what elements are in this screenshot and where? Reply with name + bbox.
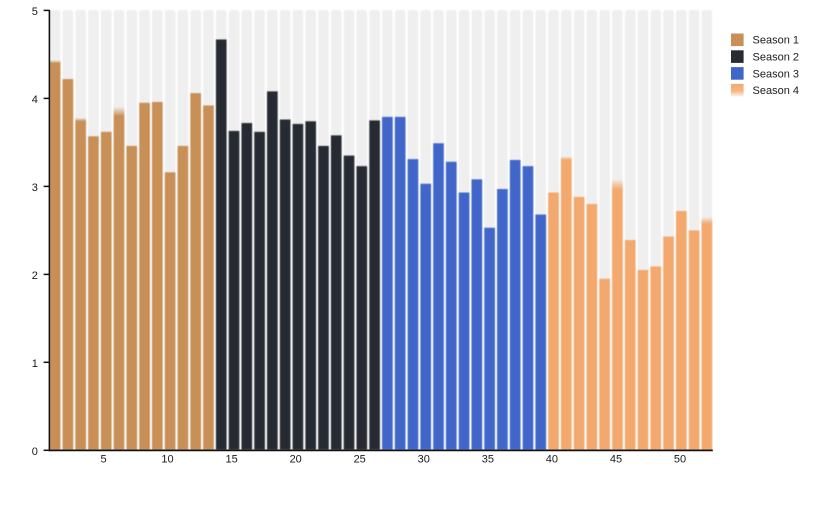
svg-text:5: 5 [100, 454, 106, 466]
svg-text:25: 25 [354, 454, 366, 466]
svg-text:15: 15 [225, 454, 237, 466]
svg-text:5: 5 [32, 6, 38, 18]
svg-text:30: 30 [418, 454, 430, 466]
svg-text:50: 50 [674, 454, 686, 466]
svg-text:4: 4 [32, 94, 38, 106]
svg-text:10: 10 [161, 454, 173, 466]
svg-text:3: 3 [32, 182, 38, 194]
svg-text:40: 40 [546, 454, 558, 466]
svg-text:Season 1: Season 1 [753, 35, 799, 47]
svg-text:45: 45 [610, 454, 622, 466]
svg-text:0: 0 [32, 446, 38, 458]
svg-text:Season 4: Season 4 [753, 85, 799, 97]
svg-text:20: 20 [290, 454, 302, 466]
svg-text:2: 2 [32, 270, 38, 282]
svg-text:1: 1 [32, 358, 38, 370]
svg-text:Season 3: Season 3 [753, 68, 799, 80]
svg-text:Season 2: Season 2 [753, 52, 799, 64]
svg-text:35: 35 [482, 454, 494, 466]
